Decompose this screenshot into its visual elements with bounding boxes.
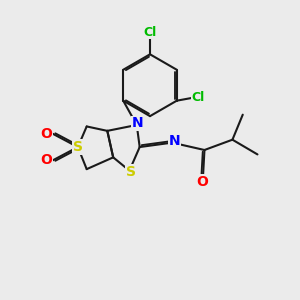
- Text: N: N: [169, 134, 180, 148]
- Text: N: N: [132, 116, 144, 130]
- Text: O: O: [196, 175, 208, 189]
- Text: O: O: [40, 153, 52, 167]
- Text: O: O: [40, 127, 52, 141]
- Text: S: S: [126, 165, 136, 179]
- Text: S: S: [73, 140, 83, 154]
- Text: Cl: Cl: [143, 26, 157, 39]
- Text: Cl: Cl: [192, 91, 205, 104]
